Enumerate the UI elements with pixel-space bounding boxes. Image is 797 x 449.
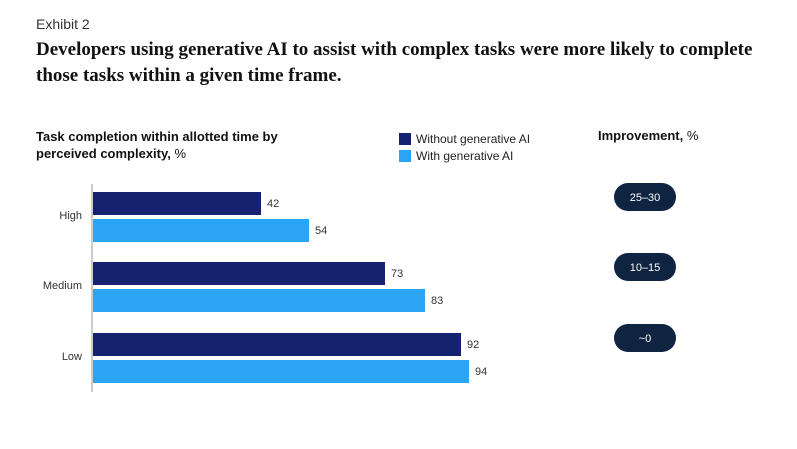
bar-low-without xyxy=(93,333,461,356)
improvement-heading-unit: % xyxy=(683,128,699,143)
value-label-medium-without: 73 xyxy=(391,268,403,280)
exhibit-label: Exhibit 2 xyxy=(36,16,90,32)
value-label-low-without: 92 xyxy=(467,339,479,351)
category-label-low: Low xyxy=(62,351,82,363)
improvement-heading-text: Improvement, xyxy=(598,128,684,143)
value-label-medium-with: 83 xyxy=(431,295,443,307)
category-label-high: High xyxy=(59,210,82,222)
chart-subtitle: Task completion within allotted time by … xyxy=(36,128,316,162)
category-label-medium: Medium xyxy=(43,280,82,292)
chart-subtitle-text: Task completion within allotted time by … xyxy=(36,129,278,161)
legend-label-without: Without generative AI xyxy=(416,131,531,146)
improvement-pill-high xyxy=(614,183,676,211)
legend-swatch-without xyxy=(399,132,411,145)
improvement-heading: Improvement, % xyxy=(598,128,698,143)
improvement-pill-low xyxy=(614,324,676,352)
improvement-value-medium: 10–15 xyxy=(630,262,661,274)
legend-label-with: With generative AI xyxy=(416,148,514,163)
legend-swatch-with xyxy=(399,149,411,162)
value-label-low-with: 94 xyxy=(475,366,487,378)
bar-high-with xyxy=(93,219,309,242)
value-label-high-without: 42 xyxy=(267,198,279,210)
bar-medium-without xyxy=(93,262,385,285)
bar-high-without xyxy=(93,192,261,215)
improvement-value-high: 25–30 xyxy=(630,192,661,204)
chart-subtitle-unit: % xyxy=(170,146,187,161)
bar-low-with xyxy=(93,360,469,383)
value-label-high-with: 54 xyxy=(315,225,327,237)
improvement-pill-medium xyxy=(614,253,676,281)
chart-headline: Developers using generative AI to assist… xyxy=(36,39,753,86)
bar-medium-with xyxy=(93,289,425,312)
improvement-value-low: ~0 xyxy=(639,333,652,345)
legend: Without generative AI With generative AI xyxy=(399,130,530,164)
legend-item-with: With generative AI xyxy=(399,147,530,164)
legend-item-without: Without generative AI xyxy=(399,130,530,147)
